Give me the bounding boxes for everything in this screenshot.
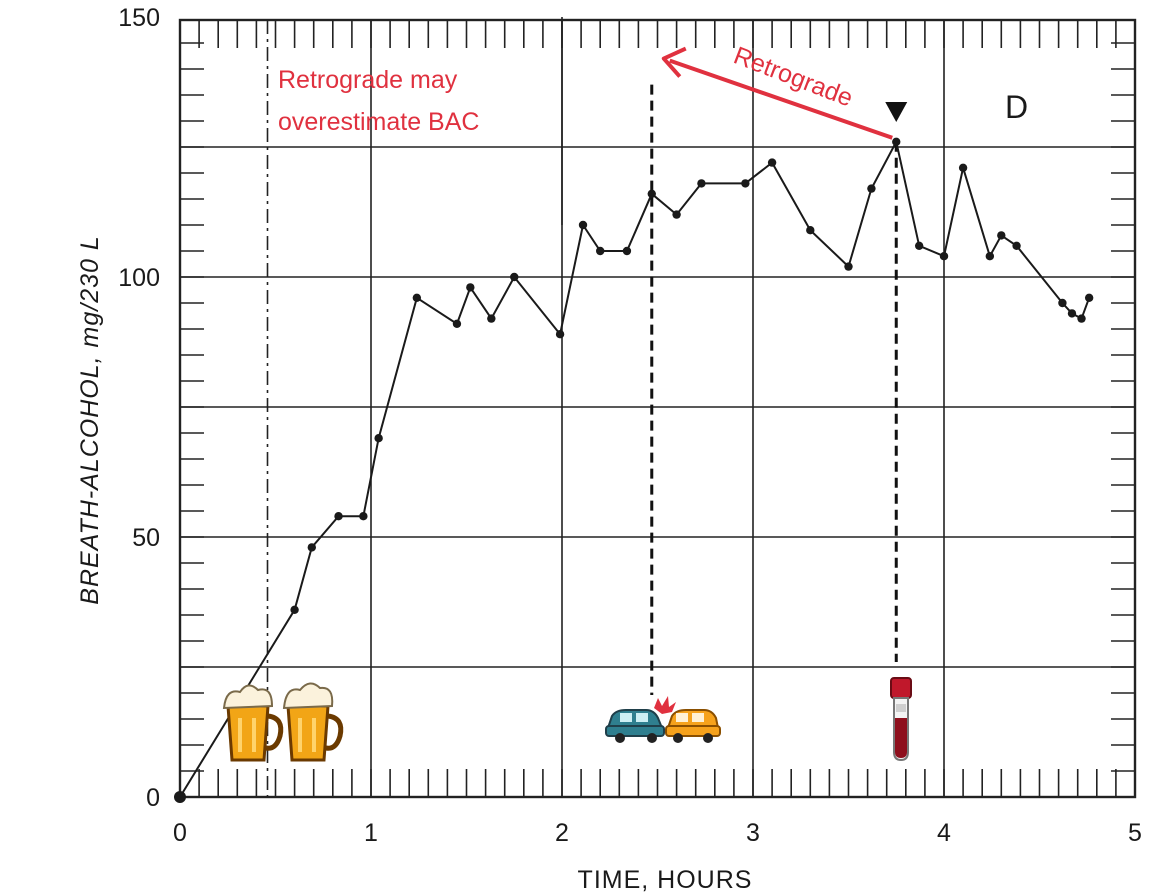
data-point bbox=[647, 189, 656, 198]
data-point bbox=[867, 184, 876, 193]
data-point bbox=[622, 246, 632, 256]
retrograde-arrow-head bbox=[661, 46, 687, 78]
data-point bbox=[174, 791, 186, 803]
x-tick-label: 4 bbox=[937, 819, 951, 847]
data-point bbox=[958, 163, 968, 172]
data-point bbox=[1067, 309, 1077, 318]
blood-test-tube-icon bbox=[890, 677, 912, 762]
plot-frame bbox=[178, 18, 1137, 799]
data-point bbox=[892, 137, 901, 146]
annotation-overestimate-bac: overestimate BAC bbox=[278, 108, 479, 136]
data-point bbox=[997, 231, 1006, 240]
x-tick-label: 0 bbox=[173, 819, 187, 847]
y-tick-label: 50 bbox=[132, 524, 160, 552]
retrograde-arrow-shaft bbox=[669, 58, 893, 140]
data-point bbox=[487, 314, 496, 323]
series-line bbox=[179, 138, 1091, 798]
data-point bbox=[359, 512, 368, 521]
beer-mugs-icon bbox=[222, 682, 344, 762]
data-point bbox=[578, 220, 588, 230]
data-point bbox=[290, 605, 299, 614]
y-tick-label: 0 bbox=[146, 784, 160, 812]
x-tick-label: 3 bbox=[746, 819, 760, 847]
data-point bbox=[806, 226, 815, 235]
y-axis-label: BREATH-ALCOHOL, mg/230 L bbox=[76, 235, 104, 604]
data-point bbox=[939, 252, 949, 261]
data-point bbox=[672, 210, 681, 219]
data-point bbox=[697, 179, 706, 188]
x-tick-label: 1 bbox=[364, 819, 378, 847]
data-points bbox=[174, 137, 1094, 803]
data-point bbox=[452, 319, 462, 328]
grid bbox=[180, 17, 1135, 797]
plot-border bbox=[178, 18, 1137, 799]
data-point bbox=[844, 262, 853, 271]
y-tick-label: 150 bbox=[118, 4, 160, 32]
data-point bbox=[985, 252, 995, 261]
data-point bbox=[1058, 298, 1067, 308]
data-point bbox=[334, 512, 343, 521]
annotation-retrograde-may: Retrograde may bbox=[278, 66, 458, 94]
data-point bbox=[1084, 293, 1094, 302]
data-point bbox=[1077, 314, 1086, 323]
x-tick-label: 2 bbox=[555, 819, 569, 847]
car-crash-icon bbox=[605, 696, 721, 743]
data-point bbox=[307, 543, 316, 552]
data-point bbox=[1012, 241, 1021, 250]
data-point bbox=[555, 330, 565, 339]
test-time-marker bbox=[885, 102, 908, 122]
data-point bbox=[466, 283, 475, 292]
data-point bbox=[596, 246, 605, 256]
data-point bbox=[412, 293, 422, 302]
breath-alcohol-line bbox=[179, 138, 1091, 798]
reference-lines bbox=[266, 20, 898, 797]
x-axis-label: TIME, HOURS bbox=[578, 866, 753, 894]
x-tick-label: 5 bbox=[1128, 819, 1142, 847]
panel-label: D bbox=[1005, 89, 1028, 125]
data-point bbox=[374, 434, 383, 443]
retrograde-arrow bbox=[661, 46, 893, 140]
y-tick-label: 100 bbox=[118, 264, 160, 292]
data-point bbox=[767, 158, 777, 167]
data-point bbox=[510, 272, 519, 282]
data-point bbox=[914, 241, 924, 250]
data-point bbox=[741, 179, 750, 188]
